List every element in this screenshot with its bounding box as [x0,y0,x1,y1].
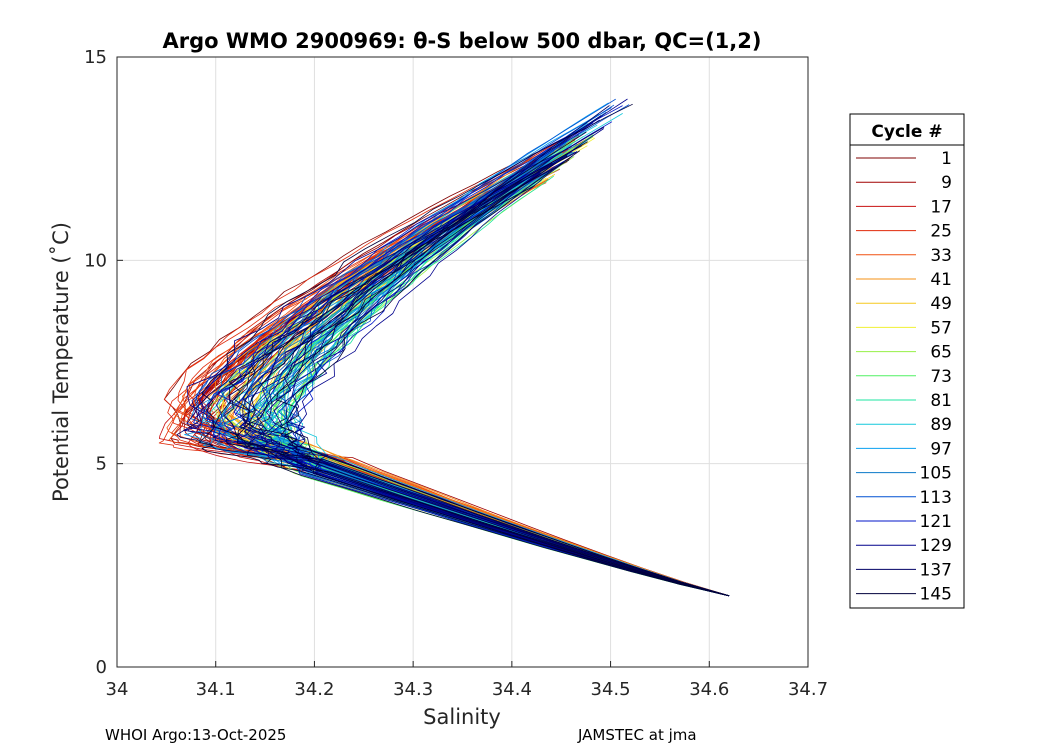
chart-title: Argo WMO 2900969: θ-S below 500 dbar, QC… [163,29,762,53]
legend: Cycle # 1 9 17 25 33 41 49 57 65 73 81 89 97 105 113 12… [850,114,964,608]
legend-label-105: 105 [920,464,952,484]
legend-label-113: 113 [920,488,952,508]
legend-label-1: 1 [941,149,952,169]
legend-label-57: 57 [930,318,952,338]
footer-left: WHOI Argo:13-Oct-2025 [105,726,286,744]
x-tick-label: 34 [106,679,129,700]
y-tick-label: 10 [84,250,107,271]
footer-right: JAMSTEC at jma [578,726,697,744]
y-tick-label: 5 [96,454,107,475]
x-tick-label: 34.1 [196,679,236,700]
x-tick-label: 34.7 [788,679,828,700]
legend-label-145: 145 [920,585,952,605]
x-tick-label: 34.4 [492,679,532,700]
legend-label-25: 25 [930,222,952,242]
legend-label-81: 81 [930,391,952,411]
legend-label-49: 49 [930,294,952,314]
legend-label-129: 129 [920,536,952,556]
legend-label-137: 137 [920,560,952,580]
legend-label-97: 97 [930,439,952,459]
legend-label-33: 33 [930,246,952,266]
legend-label-9: 9 [941,173,952,193]
legend-label-121: 121 [920,512,952,532]
legend-label-73: 73 [930,367,952,387]
x-tick-label: 34.2 [294,679,334,700]
legend-label-17: 17 [930,197,952,217]
y-tick-label: 15 [84,47,107,68]
legend-label-41: 41 [930,270,952,290]
x-axis-label: Salinity [423,705,501,729]
y-axis-label: Potential Temperature (˚C) [49,222,73,502]
x-tick-label: 34.6 [689,679,729,700]
legend-label-65: 65 [930,343,952,363]
legend-title: Cycle # [871,122,942,142]
x-tick-label: 34.3 [393,679,433,700]
legend-label-89: 89 [930,415,952,435]
y-tick-label: 0 [96,657,107,678]
x-tick-label: 34.5 [591,679,631,700]
